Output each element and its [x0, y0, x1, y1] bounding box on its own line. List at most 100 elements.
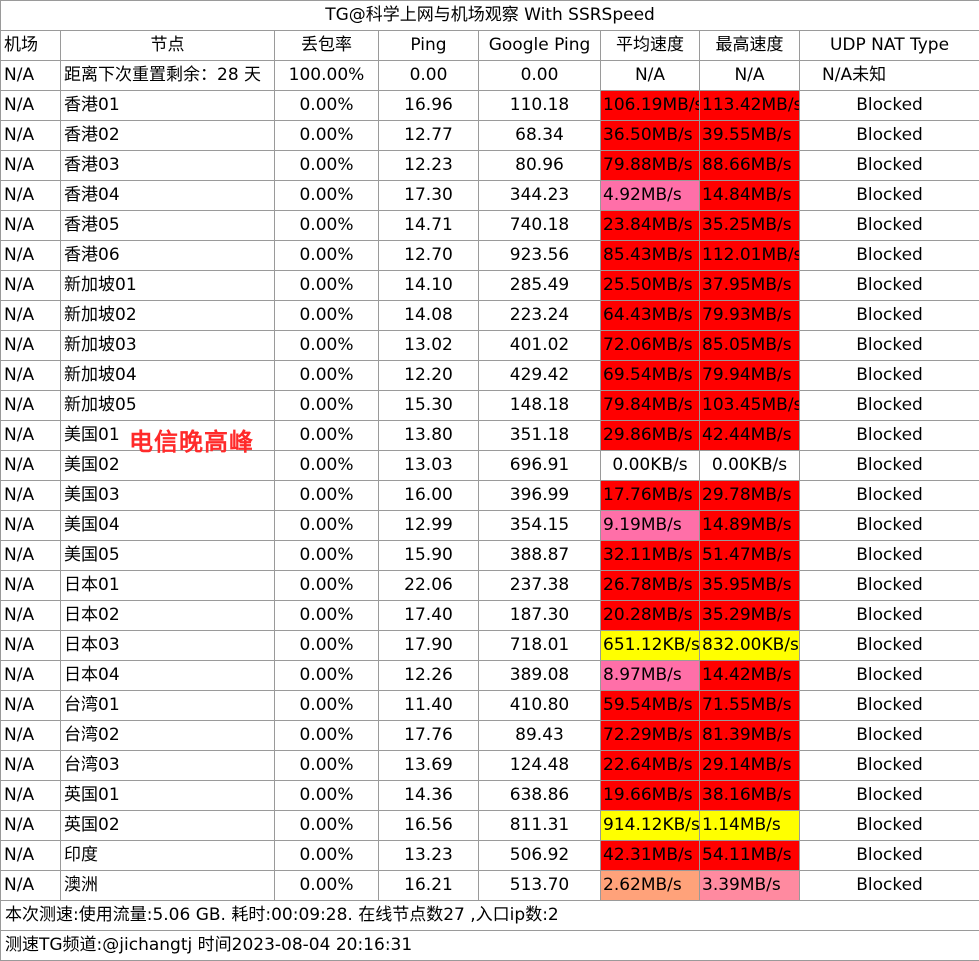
ping-cell: 22.06	[379, 571, 479, 601]
avg-speed-cell: 4.92MB/s	[601, 181, 700, 211]
header-google-ping: Google Ping	[479, 31, 601, 61]
max-speed-cell: 35.29MB/s	[700, 601, 800, 631]
header-airport: 机场	[1, 31, 61, 61]
loss-cell: 0.00%	[275, 151, 379, 181]
report-title: TG@科学上网与机场观察 With SSRSpeed	[1, 1, 979, 31]
airport-cell: N/A	[1, 871, 61, 901]
loss-cell: 0.00%	[275, 691, 379, 721]
google-ping-cell: 110.18	[479, 91, 601, 121]
max-speed-cell: 29.14MB/s	[700, 751, 800, 781]
google-ping-cell: 0.00	[479, 61, 601, 91]
avg-speed-cell: 64.43MB/s	[601, 301, 700, 331]
max-speed-cell: 79.93MB/s	[700, 301, 800, 331]
udp-nat-cell: Blocked	[800, 811, 979, 841]
google-ping-cell: 396.99	[479, 481, 601, 511]
ping-cell: 15.30	[379, 391, 479, 421]
header-ping: Ping	[379, 31, 479, 61]
avg-speed-cell: 22.64MB/s	[601, 751, 700, 781]
airport-cell: N/A	[1, 481, 61, 511]
loss-cell: 0.00%	[275, 241, 379, 271]
udp-nat-cell: Blocked	[800, 211, 979, 241]
loss-cell: 0.00%	[275, 451, 379, 481]
node-cell: 美国03	[61, 481, 275, 511]
max-speed-cell: 54.11MB/s	[700, 841, 800, 871]
max-speed-cell: 14.89MB/s	[700, 511, 800, 541]
max-speed-cell: 103.45MB/s	[700, 391, 800, 421]
loss-cell: 0.00%	[275, 511, 379, 541]
udp-nat-cell: Blocked	[800, 391, 979, 421]
footer-stats-row: 本次测速:使用流量:5.06 GB. 耗时:00:09:28. 在线节点数27 …	[1, 901, 979, 931]
google-ping-cell: 401.02	[479, 331, 601, 361]
airport-cell: N/A	[1, 571, 61, 601]
loss-cell: 0.00%	[275, 661, 379, 691]
title-row: TG@科学上网与机场观察 With SSRSpeed	[1, 1, 979, 31]
ping-cell: 17.40	[379, 601, 479, 631]
airport-cell: N/A	[1, 541, 61, 571]
header-loss: 丢包率	[275, 31, 379, 61]
airport-cell: N/A	[1, 811, 61, 841]
udp-nat-cell: Blocked	[800, 301, 979, 331]
google-ping-cell: 638.86	[479, 781, 601, 811]
ping-cell: 12.70	[379, 241, 479, 271]
avg-speed-cell: 9.19MB/s	[601, 511, 700, 541]
ping-cell: 13.02	[379, 331, 479, 361]
node-cell: 香港02	[61, 121, 275, 151]
udp-nat-cell: Blocked	[800, 571, 979, 601]
max-speed-cell: 35.25MB/s	[700, 211, 800, 241]
udp-nat-cell: Blocked	[800, 841, 979, 871]
node-cell: 新加坡02	[61, 301, 275, 331]
ping-cell: 0.00	[379, 61, 479, 91]
header-udp-nat: UDP NAT Type	[800, 31, 979, 61]
airport-cell: N/A	[1, 451, 61, 481]
max-speed-cell: 112.01MB/s	[700, 241, 800, 271]
node-cell: 日本04	[61, 661, 275, 691]
udp-nat-cell: Blocked	[800, 721, 979, 751]
google-ping-cell: 506.92	[479, 841, 601, 871]
max-speed-cell: 3.39MB/s	[700, 871, 800, 901]
max-speed-cell: 81.39MB/s	[700, 721, 800, 751]
avg-speed-cell: 59.54MB/s	[601, 691, 700, 721]
udp-nat-cell: Blocked	[800, 121, 979, 151]
node-cell: 香港06	[61, 241, 275, 271]
avg-speed-cell: 79.88MB/s	[601, 151, 700, 181]
loss-cell: 0.00%	[275, 541, 379, 571]
loss-cell: 0.00%	[275, 331, 379, 361]
node-cell: 台湾02	[61, 721, 275, 751]
node-cell: 新加坡03	[61, 331, 275, 361]
avg-speed-cell: 25.50MB/s	[601, 271, 700, 301]
max-speed-cell: N/A	[700, 61, 800, 91]
header-node: 节点	[61, 31, 275, 61]
node-cell: 日本02	[61, 601, 275, 631]
airport-cell: N/A	[1, 391, 61, 421]
node-cell: 香港03	[61, 151, 275, 181]
udp-nat-cell: Blocked	[800, 661, 979, 691]
google-ping-cell: 351.18	[479, 421, 601, 451]
ping-cell: 13.03	[379, 451, 479, 481]
udp-nat-cell: Blocked	[800, 781, 979, 811]
loss-cell: 0.00%	[275, 91, 379, 121]
avg-speed-cell: 19.66MB/s	[601, 781, 700, 811]
loss-cell: 0.00%	[275, 841, 379, 871]
footer-channel-row: 测速TG频道:@jichangtj 时间2023-08-04 20:16:31	[1, 931, 979, 961]
airport-cell: N/A	[1, 661, 61, 691]
udp-nat-cell: Blocked	[800, 691, 979, 721]
loss-cell: 0.00%	[275, 721, 379, 751]
ping-cell: 12.26	[379, 661, 479, 691]
loss-cell: 0.00%	[275, 811, 379, 841]
node-cell: 日本03	[61, 631, 275, 661]
udp-nat-cell: Blocked	[800, 631, 979, 661]
airport-cell: N/A	[1, 361, 61, 391]
loss-cell: 0.00%	[275, 361, 379, 391]
udp-nat-cell: Blocked	[800, 331, 979, 361]
udp-nat-cell: Blocked	[800, 181, 979, 211]
